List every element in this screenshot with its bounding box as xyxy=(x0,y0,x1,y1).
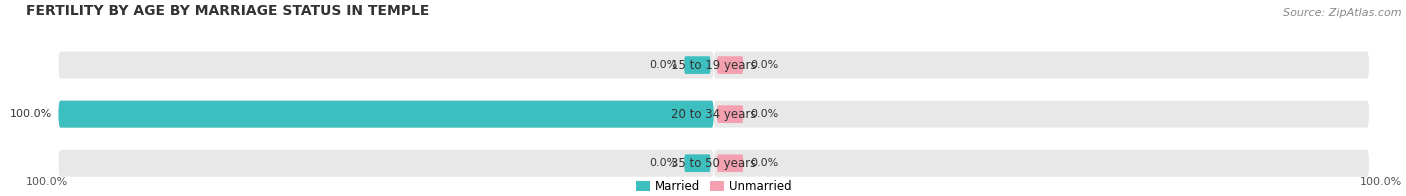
FancyBboxPatch shape xyxy=(59,101,714,128)
FancyBboxPatch shape xyxy=(685,105,710,123)
FancyBboxPatch shape xyxy=(717,154,744,172)
Text: 100.0%: 100.0% xyxy=(10,109,52,119)
Text: FERTILITY BY AGE BY MARRIAGE STATUS IN TEMPLE: FERTILITY BY AGE BY MARRIAGE STATUS IN T… xyxy=(25,5,429,18)
Text: 0.0%: 0.0% xyxy=(749,60,778,70)
Text: Source: ZipAtlas.com: Source: ZipAtlas.com xyxy=(1284,8,1402,18)
FancyBboxPatch shape xyxy=(714,52,1369,79)
Text: 15 to 19 years: 15 to 19 years xyxy=(671,59,756,72)
FancyBboxPatch shape xyxy=(59,52,714,79)
FancyBboxPatch shape xyxy=(717,105,744,123)
FancyBboxPatch shape xyxy=(714,101,1369,128)
FancyBboxPatch shape xyxy=(685,56,710,74)
FancyBboxPatch shape xyxy=(685,154,710,172)
Text: 0.0%: 0.0% xyxy=(650,60,678,70)
Text: 35 to 50 years: 35 to 50 years xyxy=(671,157,756,170)
Text: 0.0%: 0.0% xyxy=(650,158,678,168)
FancyBboxPatch shape xyxy=(59,101,714,128)
Text: 100.0%: 100.0% xyxy=(1360,177,1402,187)
FancyBboxPatch shape xyxy=(59,150,714,177)
Text: 0.0%: 0.0% xyxy=(749,158,778,168)
FancyBboxPatch shape xyxy=(717,56,744,74)
Text: 100.0%: 100.0% xyxy=(25,177,67,187)
Legend: Married, Unmarried: Married, Unmarried xyxy=(636,180,792,193)
Text: 20 to 34 years: 20 to 34 years xyxy=(671,108,756,121)
Text: 0.0%: 0.0% xyxy=(749,109,778,119)
FancyBboxPatch shape xyxy=(714,150,1369,177)
